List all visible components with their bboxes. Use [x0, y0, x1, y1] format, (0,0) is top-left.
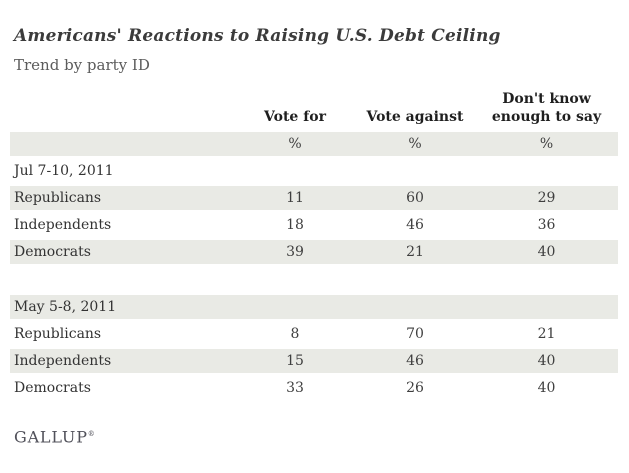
unit-cell-vote-against: % [408, 136, 422, 152]
value-vote-against: 46 [406, 217, 424, 233]
table-row-republicans: Republicans 11 60 29 [10, 185, 618, 212]
column-header-dont-know: Don't know enough to say [491, 91, 602, 125]
value-vote-for: 33 [286, 380, 304, 396]
row-label: Democrats [14, 380, 91, 396]
unit-row-spacer [10, 131, 235, 158]
value-dont-know: 40 [537, 244, 556, 260]
value-vote-for: 8 [290, 326, 300, 342]
value-vote-for: 39 [286, 244, 304, 260]
value-dont-know: 29 [537, 190, 556, 206]
value-vote-against: 26 [406, 380, 424, 396]
value-vote-for: 11 [286, 190, 304, 206]
value-dont-know: 21 [537, 326, 556, 342]
row-label: Democrats [14, 244, 91, 260]
gallup-logo: GALLUP® [14, 424, 629, 447]
table-row-independents: Independents 18 46 36 [10, 212, 618, 239]
table-row-independents: Independents 15 46 40 [10, 348, 618, 375]
row-label: Independents [14, 217, 112, 233]
section-date-label: Jul 7-10, 2011 [14, 163, 114, 179]
value-dont-know: 40 [537, 380, 556, 396]
page-title: Americans' Reactions to Raising U.S. Deb… [14, 26, 501, 46]
unit-cell-dont-know: % [539, 136, 554, 152]
value-vote-against: 60 [406, 190, 424, 206]
section-date-label: May 5-8, 2011 [14, 299, 117, 315]
value-vote-against: 70 [406, 326, 424, 342]
value-dont-know: 40 [537, 353, 556, 369]
unit-cell-vote-for: % [288, 136, 302, 152]
row-label: Independents [14, 353, 112, 369]
table-row-republicans: Republicans 8 70 21 [10, 321, 618, 348]
table-row-democrats: Democrats 33 26 40 [10, 375, 618, 402]
registered-trademark-icon: ® [87, 430, 95, 438]
row-label: Republicans [14, 190, 102, 206]
poll-results-table: Vote for Vote against Don't know enough … [10, 90, 618, 402]
column-header-vote-against: Vote against [366, 109, 464, 125]
table-row-democrats: Democrats 39 21 40 [10, 239, 618, 266]
gallup-logo-text: GALLUP [14, 427, 88, 447]
section-gap [10, 266, 618, 294]
unit-row: % % % [10, 131, 618, 158]
value-vote-for: 18 [286, 217, 304, 233]
table-header-row: Vote for Vote against Don't know enough … [10, 90, 618, 131]
section-date-row: Jul 7-10, 2011 [10, 158, 618, 185]
value-vote-against: 46 [406, 353, 424, 369]
page-subtitle: Trend by party ID [14, 56, 150, 74]
section-date-row: May 5-8, 2011 [10, 294, 618, 321]
value-dont-know: 36 [537, 217, 556, 233]
row-label: Republicans [14, 326, 102, 342]
column-header-vote-for: Vote for [264, 109, 326, 125]
value-vote-against: 21 [406, 244, 424, 260]
value-vote-for: 15 [286, 353, 304, 369]
